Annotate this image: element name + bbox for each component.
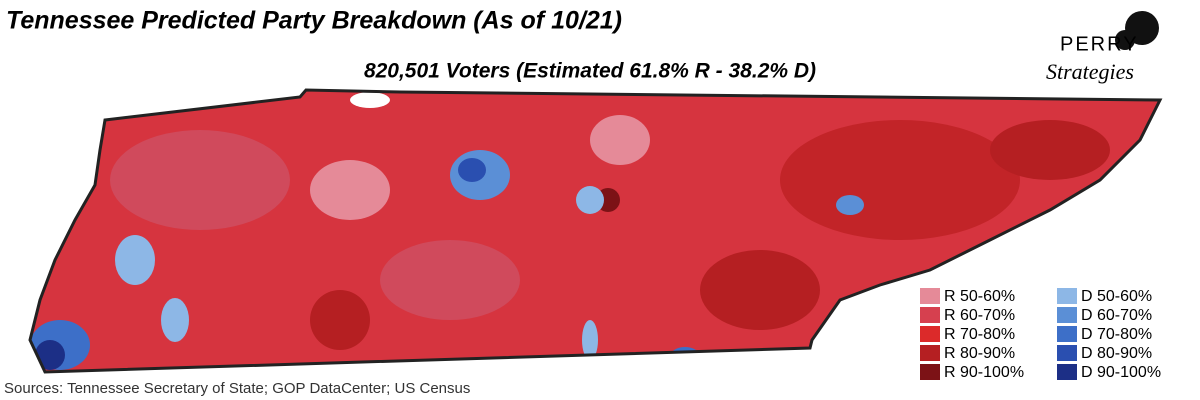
legend: R 50-60% R 60-70% R 70-80% R 80-90% R 90-100…: [920, 288, 1161, 381]
logo: PERRY Strategies: [1046, 11, 1159, 84]
legend-label: R 90-100%: [944, 364, 1024, 381]
title: Tennessee Predicted Party Breakdown (As …: [6, 7, 622, 35]
map: [30, 90, 1160, 372]
legend-label: R 50-60%: [944, 288, 1015, 305]
legend-label: D 70-80%: [1081, 326, 1152, 343]
legend-swatch: [920, 326, 940, 342]
legend-label: D 50-60%: [1081, 288, 1152, 305]
legend-label: D 90-100%: [1081, 364, 1161, 381]
legend-swatch: [1057, 345, 1077, 361]
legend-swatch: [920, 364, 940, 380]
logo-name: PERRY: [1060, 33, 1139, 55]
legend-swatch: [920, 288, 940, 304]
legend-label: D 80-90%: [1081, 345, 1152, 362]
legend-swatch: [920, 307, 940, 323]
legend-label: R 70-80%: [944, 326, 1015, 343]
legend-label: R 80-90%: [944, 345, 1015, 362]
legend-swatch: [1057, 364, 1077, 380]
subtitle: 820,501 Voters (Estimated 61.8% R - 38.2…: [364, 60, 816, 83]
legend-label: R 60-70%: [944, 307, 1015, 324]
logo-tagline: Strategies: [1046, 59, 1134, 84]
state-outline: [28, 88, 1163, 374]
legend-label: D 60-70%: [1081, 307, 1152, 324]
legend-swatch: [920, 345, 940, 361]
legend-swatch: [1057, 288, 1077, 304]
legend-swatch: [1057, 307, 1077, 323]
legend-swatch: [1057, 326, 1077, 342]
source: Sources: Tennessee Secretary of State; G…: [4, 380, 470, 397]
